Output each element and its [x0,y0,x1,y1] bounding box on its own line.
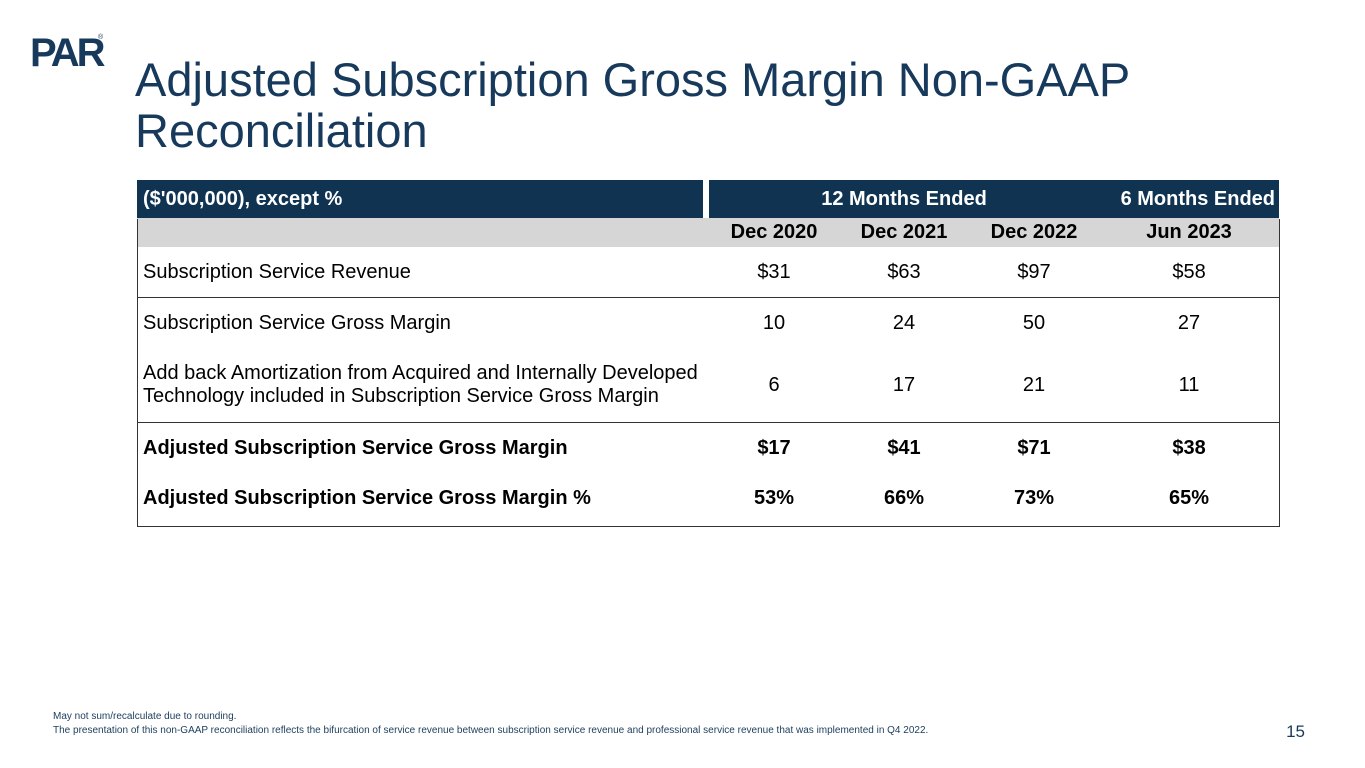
svg-text:PAR: PAR [30,31,106,70]
table-row: Subscription Service Gross Margin 10 24 … [137,297,1280,348]
table-header-row: ($'000,000), except % 12 Months Ended 6 … [137,180,1280,218]
cell-value: $31 [757,260,791,283]
table-row: Subscription Service Revenue $31 $63 $97… [137,247,1279,298]
cell-value: 73% [1013,486,1055,509]
cell-value: $38 [1099,422,1280,473]
footnotes: May not sum/recalculate due to rounding.… [53,710,928,738]
cell-value: $41 [839,422,969,473]
cell-value: 27 [1099,297,1280,348]
cell-value: $17 [709,422,839,473]
table-row: Add back Amortization from Acquired and … [137,348,1279,423]
page-number: 15 [1286,722,1305,741]
cell-value: $71 [969,422,1100,473]
period-header-blank [137,218,709,247]
period-header: Dec 2021 [839,218,969,247]
cell-value: 10 [709,297,839,348]
header-divider [703,180,709,218]
cell-value: 50 [969,297,1100,348]
reconciliation-table: ($'000,000), except % 12 Months Ended 6 … [137,180,1280,523]
footnote-rounding: May not sum/recalculate due to rounding. [53,711,237,722]
row-label: Adjusted Subscription Service Gross Marg… [143,486,591,509]
row-label: Adjusted Subscription Service Gross Marg… [137,422,709,473]
cell-value: $58 [1172,260,1206,283]
cell-value: 11 [1178,373,1200,396]
page-title: Adjusted Subscription Gross Margin Non-G… [135,53,1130,157]
cell-value: 53% [753,486,795,509]
cell-value: $97 [1017,260,1051,283]
row-label: Subscription Service Gross Margin [137,297,709,348]
cell-value: 21 [1022,373,1046,396]
group-6-months: 6 Months Ended [1099,180,1280,218]
cell-value: 17 [892,373,916,396]
cell-value: 65% [1169,486,1210,509]
cell-value: 6 [768,373,780,396]
period-header: Jun 2023 [1099,218,1280,247]
cell-value: 24 [839,297,969,348]
period-header-row: Dec 2020 Dec 2021 Dec 2022 Jun 2023 [137,218,1280,247]
par-logo: PAR ® [30,30,109,75]
table-row: Adjusted Subscription Service Gross Marg… [137,422,1280,473]
cell-value: $63 [887,260,921,283]
row-label: Subscription Service Revenue [143,260,411,283]
period-header: Dec 2020 [709,218,839,247]
unit-label: ($'000,000), except % [137,180,703,218]
row-label: Add back Amortization from Acquired and … [143,362,698,407]
svg-text:®: ® [98,33,104,41]
table-row: Adjusted Subscription Service Gross Marg… [137,473,1279,523]
footnote-bifurcation: The presentation of this non-GAAP reconc… [53,725,929,736]
period-header: Dec 2022 [969,218,1100,247]
cell-value: 66% [883,486,925,509]
group-12-months: 12 Months Ended [709,180,1100,218]
